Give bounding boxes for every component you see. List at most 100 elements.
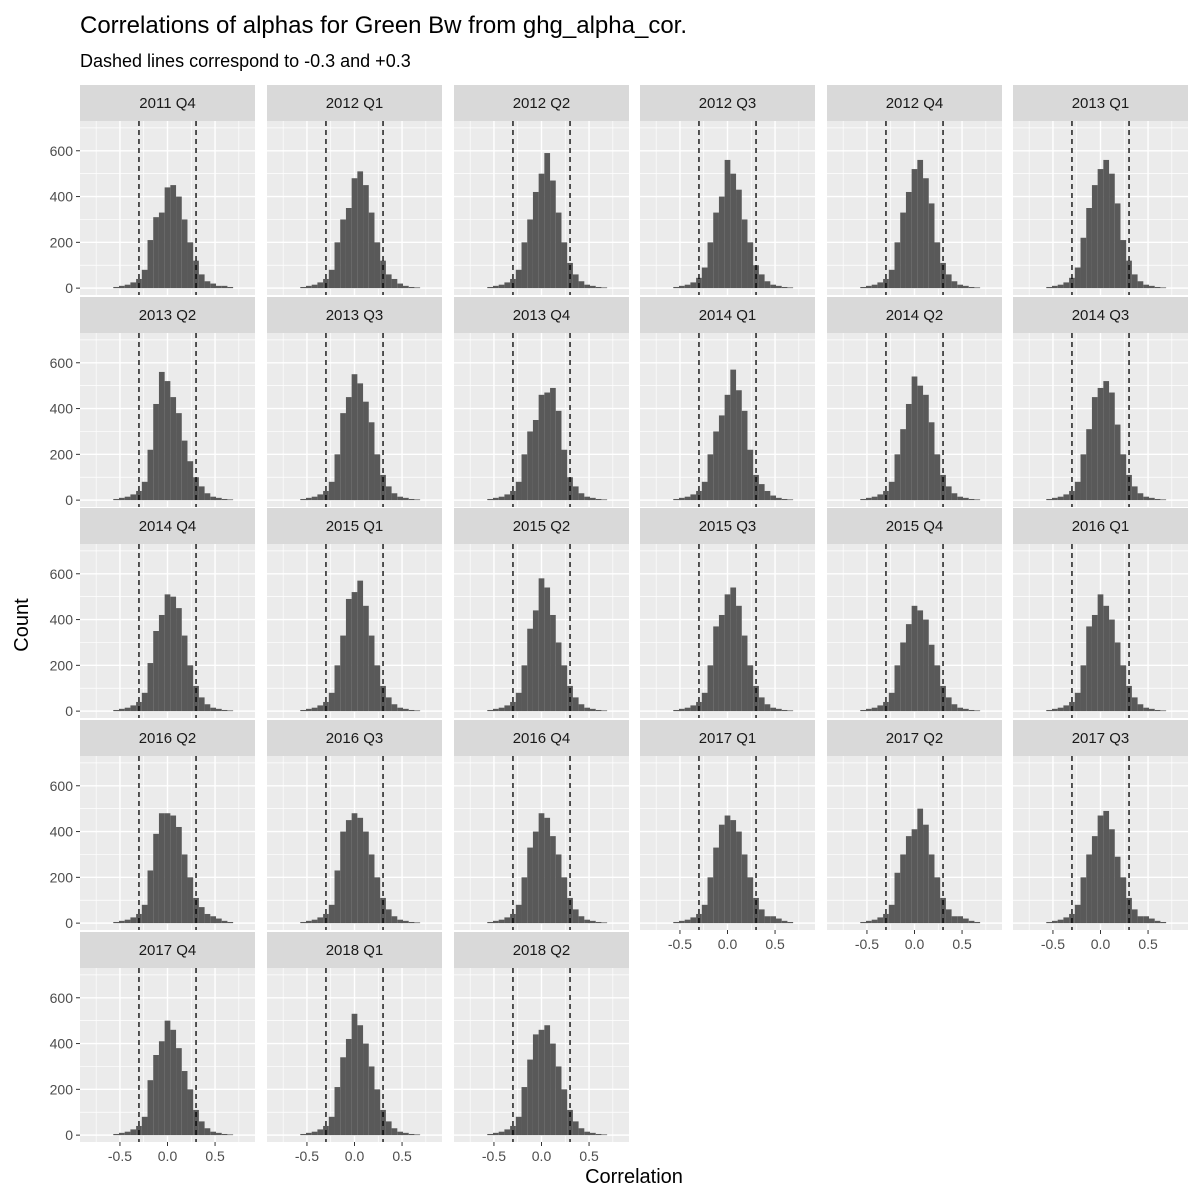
histogram-bar <box>210 496 217 501</box>
histogram-bar <box>561 242 568 289</box>
histogram-bar <box>911 829 918 924</box>
facet-panel: 2017 Q3 -0.5 0.0 0.5 <box>1013 720 1188 952</box>
histogram-bar <box>300 709 306 712</box>
y-tick-label: 400 <box>50 824 74 840</box>
facet-strip <box>1013 720 1188 756</box>
histogram-bar <box>187 461 194 501</box>
facet-label: 2014 Q1 <box>699 307 757 324</box>
histogram-bar <box>595 1133 602 1136</box>
x-tick-label: 0.5 <box>205 1148 225 1164</box>
histogram-bar <box>204 913 211 924</box>
histogram-bar <box>1091 185 1098 289</box>
histogram-bar <box>1120 240 1127 289</box>
histogram-bar <box>578 281 585 289</box>
histogram-bar <box>204 493 211 501</box>
y-tick-label: 0 <box>65 492 73 508</box>
histogram-bar <box>1131 274 1138 289</box>
x-tick-label: -0.5 <box>668 936 692 952</box>
histogram-bar <box>1097 594 1104 712</box>
y-tick-label: 0 <box>65 1127 73 1143</box>
histogram-bar <box>397 283 404 289</box>
histogram-bar <box>957 916 964 924</box>
histogram-bar <box>176 413 182 501</box>
histogram-bar <box>770 916 777 924</box>
histogram-bar <box>113 921 119 924</box>
histogram-bar <box>1114 203 1121 289</box>
histogram-bar <box>584 284 591 289</box>
histogram-bar <box>707 665 714 712</box>
facet-panel: 2012 Q3 <box>640 85 815 295</box>
histogram-bar <box>357 1025 364 1136</box>
histogram-bar <box>334 454 341 501</box>
histogram-bar <box>747 242 754 289</box>
facet-panel: 2016 Q2 0 200 400 600 <box>50 720 255 931</box>
facet-strip <box>454 720 629 756</box>
histogram-bar <box>1109 619 1115 712</box>
histogram-bar <box>1091 397 1098 501</box>
facet-label: 2013 Q4 <box>513 307 571 324</box>
histogram-bar <box>164 813 171 924</box>
histogram-bar <box>492 708 499 712</box>
histogram-bar <box>888 692 895 712</box>
x-tick-label: 0.5 <box>392 1148 412 1164</box>
histogram-bar <box>408 498 415 501</box>
histogram-bar <box>776 285 782 289</box>
histogram-bar <box>210 707 217 712</box>
histogram-bar <box>974 710 981 712</box>
histogram-bar <box>572 1121 579 1136</box>
histogram-bar <box>1080 454 1087 501</box>
histogram-bar <box>1080 237 1087 289</box>
histogram-bar <box>221 920 228 924</box>
histogram-bar <box>414 922 421 924</box>
histogram-bar <box>170 815 177 924</box>
facet-label: 2013 Q3 <box>326 307 384 324</box>
histogram-bar <box>538 173 545 289</box>
histogram-bar <box>153 631 159 712</box>
facet-panel: 2014 Q2 <box>827 297 1002 507</box>
histogram-bar <box>724 594 731 712</box>
histogram-bar <box>414 710 421 712</box>
histogram-bar <box>1069 277 1075 289</box>
histogram-bar <box>130 282 137 289</box>
histogram-bar <box>758 484 765 501</box>
y-tick-label: 600 <box>50 990 74 1006</box>
histogram-bar <box>153 217 159 289</box>
histogram-bar <box>877 705 884 712</box>
histogram-bar <box>1063 494 1070 501</box>
histogram-bar <box>113 1133 119 1136</box>
histogram-bar <box>1103 605 1110 712</box>
histogram-bar <box>1137 493 1144 501</box>
histogram-bar <box>776 708 782 712</box>
histogram-bar <box>707 877 714 924</box>
histogram-bar <box>374 665 381 712</box>
histogram-bar <box>1046 286 1052 289</box>
histogram-bar <box>181 1071 188 1136</box>
histogram-bar <box>578 493 585 501</box>
histogram-bar <box>894 872 901 924</box>
histogram-bar <box>736 189 742 289</box>
histogram-bar <box>673 709 679 712</box>
x-tick-label: 0.0 <box>905 936 925 952</box>
y-tick-label: 600 <box>50 355 74 371</box>
histogram-bar <box>673 498 679 501</box>
histogram-bar <box>305 708 312 712</box>
histogram-bar <box>198 1121 205 1136</box>
histogram-bar <box>770 707 777 712</box>
facet-strip <box>267 508 442 544</box>
histogram-bar <box>164 187 171 289</box>
histogram-bar <box>532 1034 539 1136</box>
histogram-bar <box>572 909 579 924</box>
histogram-bar <box>945 274 952 289</box>
histogram-bar <box>1097 387 1104 501</box>
histogram-bar <box>713 626 719 712</box>
facet-label: 2015 Q2 <box>513 518 571 535</box>
histogram-bar <box>871 284 878 289</box>
histogram-bar <box>781 709 788 712</box>
histogram-bar <box>747 449 754 501</box>
histogram-bar <box>968 286 975 289</box>
histogram-bar <box>696 277 702 289</box>
histogram-bar <box>1057 919 1064 924</box>
histogram-bar <box>345 820 352 924</box>
facet-strip <box>827 297 1002 333</box>
histogram-bar <box>124 707 131 712</box>
